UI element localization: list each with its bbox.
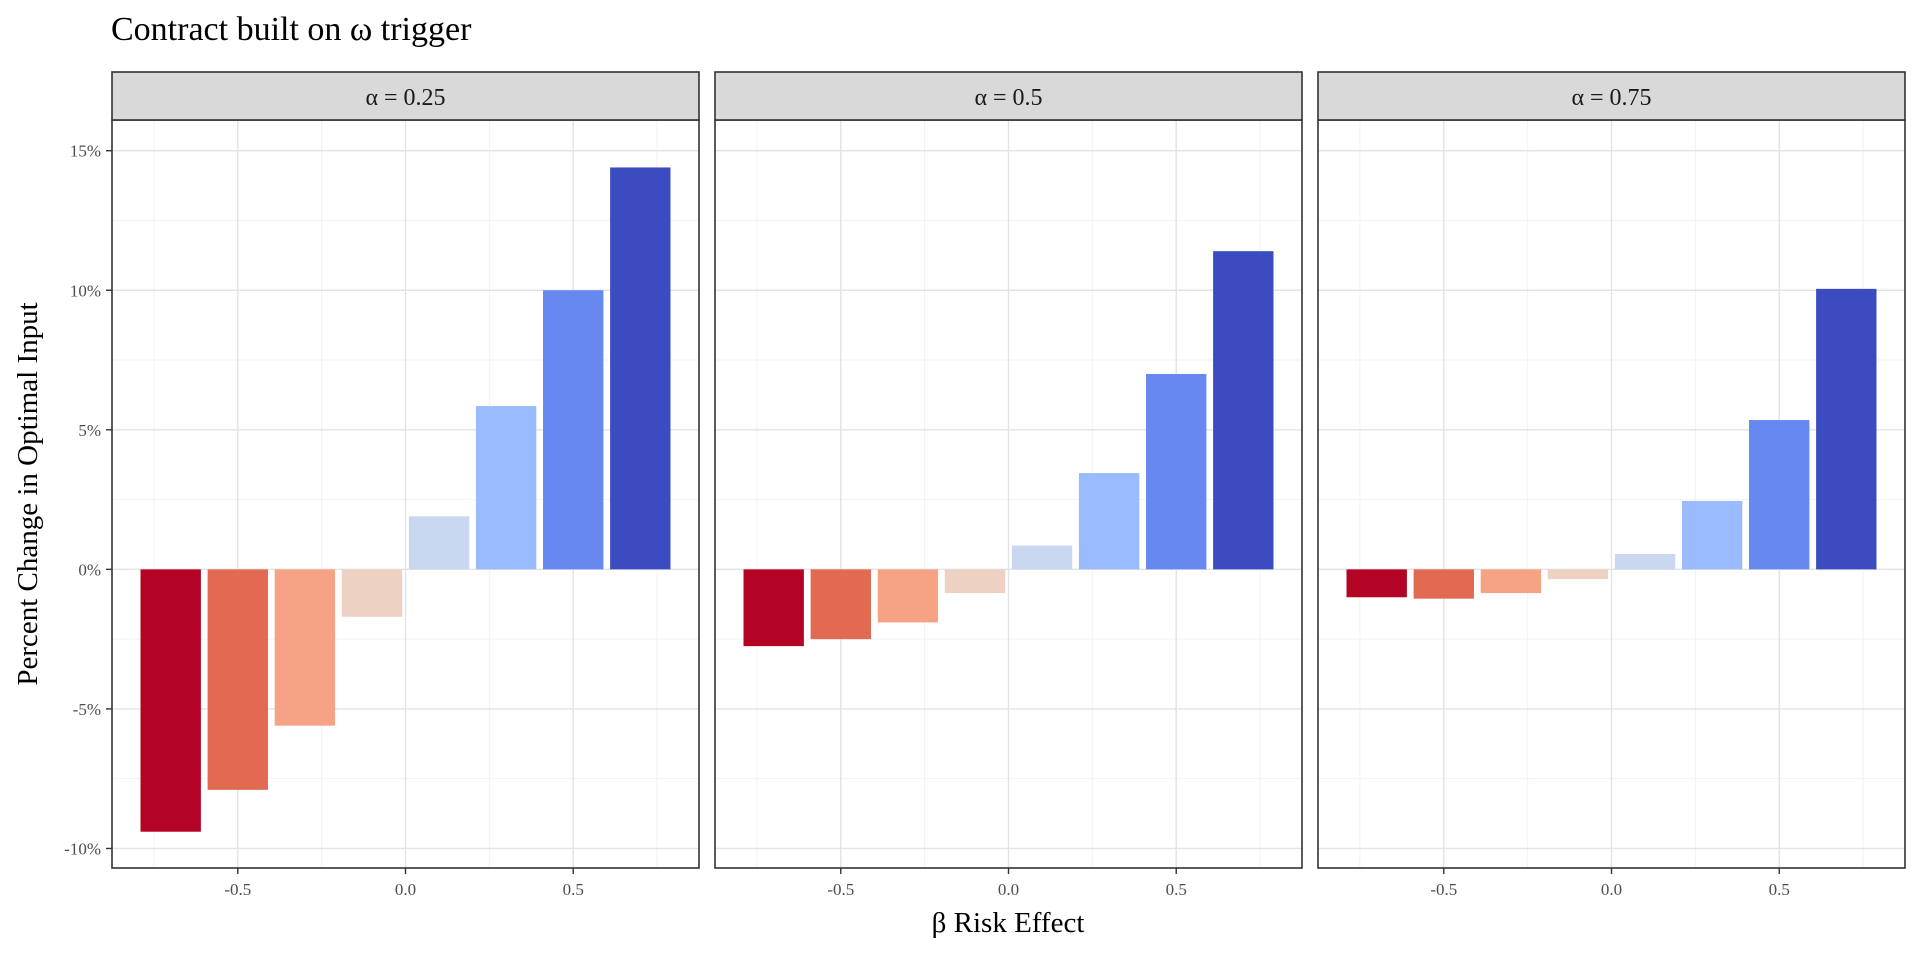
facet-strip [1317, 71, 1906, 121]
bar [341, 569, 403, 617]
y-axis-title: Percent Change in Optimal Input [12, 302, 44, 685]
facet-panel: α = 0.25 -0.5 0.0 0.5 [111, 71, 700, 899]
bar [1480, 569, 1542, 594]
y-tick-label: -10% [64, 839, 101, 858]
bar [610, 167, 671, 570]
bar [140, 569, 201, 832]
bar [207, 569, 268, 790]
bar [1078, 473, 1140, 570]
x-tick-label: 0.0 [998, 880, 1019, 899]
bar [1011, 545, 1073, 570]
x-axis-title: β Risk Effect [932, 907, 1085, 939]
y-tick-label: 5% [78, 421, 101, 440]
y-tick-label: -5% [73, 700, 101, 719]
bar [543, 290, 604, 570]
y-tick-label: 0% [78, 560, 101, 579]
facet-label: α = 0.5 [974, 85, 1042, 111]
bar [944, 569, 1006, 594]
x-tick-label: -0.5 [224, 880, 251, 899]
bar [1614, 554, 1676, 570]
x-tick-label: 0.0 [395, 880, 416, 899]
bar [1146, 373, 1207, 570]
bar [408, 516, 470, 570]
bar [1346, 569, 1407, 598]
bar [274, 569, 336, 726]
bar [877, 569, 939, 623]
x-tick-label: 0.5 [1166, 880, 1187, 899]
bar [743, 569, 804, 647]
facet-panel: α = 0.75 -0.5 0.0 0.5 [1317, 71, 1906, 899]
facet-panel: α = 0.5 -0.5 0.0 0.5 [714, 71, 1303, 899]
bar [1547, 569, 1609, 580]
bar [810, 569, 871, 640]
bar [1816, 288, 1877, 570]
x-tick-label: -0.5 [827, 880, 854, 899]
y-tick-label: 15% [70, 142, 101, 161]
y-tick-label: 10% [70, 281, 101, 300]
facet-label: α = 0.75 [1571, 85, 1651, 111]
facet-strip [111, 71, 700, 121]
bar [1681, 500, 1743, 570]
bar [1749, 420, 1810, 570]
x-tick-label: 0.0 [1601, 880, 1622, 899]
x-tick-label: -0.5 [1430, 880, 1457, 899]
x-tick-label: 0.5 [563, 880, 584, 899]
panels-layer: α = 0.25-0.5 0.0 0.5α = 0.5-0.5 0.0 0.5α = 0… [111, 71, 1906, 899]
bar [1213, 251, 1274, 570]
x-tick-label: 0.5 [1769, 880, 1790, 899]
y-axis: -10% -5% 0% 5% 10% 15% [64, 142, 112, 858]
facet-strip [714, 71, 1303, 121]
facet-label: α = 0.25 [365, 85, 445, 111]
bar [1413, 569, 1474, 599]
chart-title: Contract built on ω trigger [111, 11, 472, 48]
bar [475, 406, 537, 570]
